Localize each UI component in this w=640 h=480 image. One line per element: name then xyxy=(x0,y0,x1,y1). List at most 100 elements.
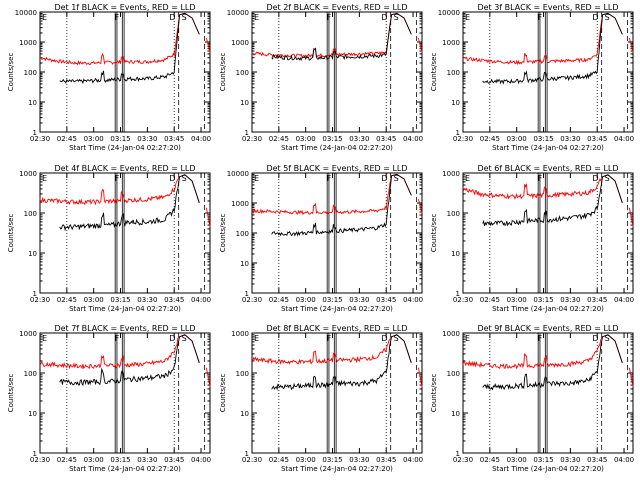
x-tick-label: 02:45 xyxy=(57,456,77,464)
y-tick-label: 100 xyxy=(447,370,460,378)
corner-label-f: F xyxy=(327,334,332,343)
x-tick-label: 02:30 xyxy=(453,296,473,304)
x-tick-label: 03:30 xyxy=(349,456,369,464)
y-axis-label: Counts/sec xyxy=(430,214,438,253)
corner-label-e: E xyxy=(42,174,47,183)
corner-label-e: E xyxy=(465,334,470,343)
chart-title: Det 5f BLACK = Events, RED = LLD xyxy=(266,164,407,173)
chart-panel-1: Det 1f BLACK = Events, RED = LLD 1 10 100 10… xyxy=(7,3,211,152)
x-tick-label: 02:30 xyxy=(453,456,473,464)
y-tick-label: 1 xyxy=(456,450,460,458)
chart-title: Det 7f BLACK = Events, RED = LLD xyxy=(54,324,195,333)
x-tick-label: 02:30 xyxy=(30,296,50,304)
chart-panel-2: Det 2f BLACK = Events, RED = LLD 1 10 100 10… xyxy=(219,3,423,152)
x-tick-label: 04:00 xyxy=(403,296,423,304)
x-tick-label: 03:00 xyxy=(296,456,316,464)
y-axis-label: Counts/sec xyxy=(430,374,438,413)
y-axis-label: Counts/sec xyxy=(219,53,227,92)
x-tick-label: 03:00 xyxy=(507,296,527,304)
events-series-line xyxy=(59,174,200,232)
y-tick-label: 10 xyxy=(451,410,460,418)
y-tick-label: 10 xyxy=(28,410,37,418)
events-series-line xyxy=(59,12,200,85)
x-tick-label: 03:00 xyxy=(84,296,104,304)
y-tick-label: 1000 xyxy=(231,39,249,47)
x-axis-label: Start Time (24-Jan-04 02:27:20) xyxy=(281,465,393,473)
plot-frame xyxy=(39,172,211,294)
y-tick-label: 1 xyxy=(456,290,460,298)
x-tick-label: 02:30 xyxy=(242,456,262,464)
corner-label-s: S xyxy=(605,13,610,22)
x-tick-label: 03:45 xyxy=(376,135,396,143)
lld-series-line xyxy=(251,12,412,59)
corner-label-f: F xyxy=(115,13,120,22)
x-tick-label: 04:00 xyxy=(191,135,211,143)
corner-label-s: S xyxy=(605,174,610,183)
x-tick-label: 04:00 xyxy=(614,296,634,304)
y-tick-label: 1 xyxy=(245,450,249,458)
corner-label-d: D xyxy=(592,174,598,183)
y-tick-label: 1000 xyxy=(442,330,460,338)
corner-label-s: S xyxy=(605,334,610,343)
corner-label-e: E xyxy=(254,334,259,343)
y-tick-label: 10 xyxy=(240,260,249,268)
lld-tail-line xyxy=(628,37,634,53)
x-tick-label: 02:45 xyxy=(480,296,500,304)
chart-panel-5: Det 5f BLACK = Events, RED = LLD 1 10 100 10… xyxy=(219,164,423,313)
x-tick-label: 04:00 xyxy=(191,456,211,464)
corner-label-f: F xyxy=(538,334,543,343)
corner-label-e: E xyxy=(465,13,470,22)
y-tick-label: 10 xyxy=(451,250,460,258)
lld-series-line xyxy=(39,334,200,370)
plot-frame xyxy=(251,11,423,133)
corner-label-s: S xyxy=(394,334,399,343)
corner-label-f: F xyxy=(538,174,543,183)
lld-series-line xyxy=(251,173,412,216)
y-tick-label: 1 xyxy=(245,290,249,298)
x-tick-label: 03:30 xyxy=(349,296,369,304)
events-series-line xyxy=(59,334,200,386)
events-series-line xyxy=(271,173,412,237)
x-tick-label: 04:00 xyxy=(403,135,423,143)
lld-series-line xyxy=(462,174,623,203)
x-tick-label: 03:00 xyxy=(507,135,527,143)
chart-panel-8: Det 8f BLACK = Events, RED = LLD 1 10 100 10… xyxy=(219,324,423,473)
chart-title: Det 4f BLACK = Events, RED = LLD xyxy=(54,164,195,173)
chart-panel-3: Det 3f BLACK = Events, RED = LLD 1 10 100 10… xyxy=(430,3,634,152)
lld-tail-line xyxy=(417,367,423,387)
y-tick-label: 1000 xyxy=(442,170,460,178)
corner-label-e: E xyxy=(254,174,259,183)
x-tick-label: 03:15 xyxy=(533,456,553,464)
x-tick-label: 03:15 xyxy=(110,135,130,143)
x-tick-label: 03:00 xyxy=(507,456,527,464)
x-tick-label: 03:30 xyxy=(137,296,157,304)
lld-tail-line xyxy=(205,367,211,387)
events-series-line xyxy=(482,174,623,227)
y-tick-label: 1 xyxy=(33,450,37,458)
lld-series-line xyxy=(462,12,623,66)
x-tick-label: 02:30 xyxy=(30,456,50,464)
corner-label-e: E xyxy=(254,13,259,22)
x-tick-label: 04:00 xyxy=(403,456,423,464)
x-tick-label: 03:45 xyxy=(376,296,396,304)
y-tick-label: 10 xyxy=(28,250,37,258)
events-series-line xyxy=(271,12,412,62)
chart-panel-6: Det 6f BLACK = Events, RED = LLD 1 10 100 10… xyxy=(430,164,634,313)
chart-title: Det 3f BLACK = Events, RED = LLD xyxy=(477,3,618,12)
y-tick-label: 100 xyxy=(24,370,37,378)
x-tick-label: 03:15 xyxy=(110,296,130,304)
y-tick-label: 1000 xyxy=(19,39,37,47)
lld-tail-line xyxy=(628,207,634,227)
y-tick-label: 1000 xyxy=(442,39,460,47)
corner-label-d: D xyxy=(169,13,175,22)
chart-panel-4: Det 4f BLACK = Events, RED = LLD 1 10 100 10… xyxy=(7,164,211,313)
x-tick-label: 03:00 xyxy=(296,296,316,304)
y-tick-label: 100 xyxy=(24,210,37,218)
corner-label-e: E xyxy=(465,174,470,183)
y-tick-label: 100 xyxy=(236,69,249,77)
lld-series-line xyxy=(40,12,200,66)
plot-frame xyxy=(39,332,211,454)
x-tick-label: 03:15 xyxy=(322,296,342,304)
events-series-line xyxy=(482,12,623,85)
x-tick-label: 02:45 xyxy=(480,135,500,143)
